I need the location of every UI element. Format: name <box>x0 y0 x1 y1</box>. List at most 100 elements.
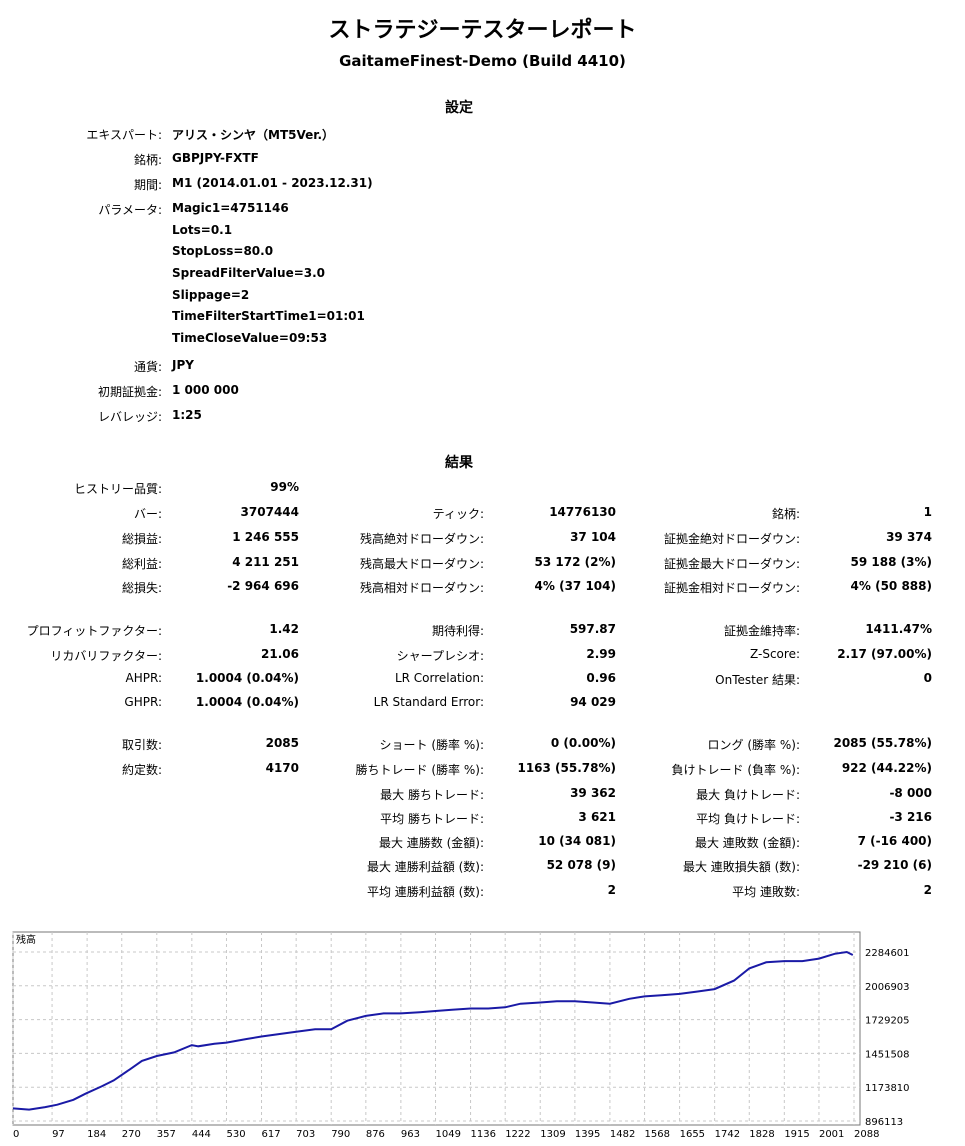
result-label-col3: 平均 連敗数: <box>732 885 800 899</box>
balance-chart: 0 97 184 270 357 444 530 617 703 790 876 963 1049 113… <box>12 928 965 1146</box>
chart-x-tick-label: 1828 <box>749 1129 774 1140</box>
param-item: SpreadFilterValue=3.0 <box>172 266 326 280</box>
expert-label: エキスパート: <box>86 128 162 142</box>
result-value-col2: 94 029 <box>570 695 616 709</box>
chart-x-tick-label: 703 <box>296 1129 315 1140</box>
result-value-col1: 1.0004 (0.04%) <box>195 671 299 685</box>
result-value-col3: 4% (50 888) <box>850 579 932 593</box>
result-value-col2: 4% (37 104) <box>534 579 616 593</box>
result-value-col1: -2 964 696 <box>227 579 299 593</box>
chart-y-tick-label: 896113 <box>865 1117 903 1128</box>
result-label-col3: ロング (勝率 %): <box>707 738 800 752</box>
result-value-col1: 3707444 <box>240 505 299 519</box>
result-value-col2: 0 (0.00%) <box>550 736 616 750</box>
result-value-col3: -8 000 <box>889 786 932 800</box>
param-item: TimeFilterStartTime1=01:01 <box>172 309 365 323</box>
chart-x-tick-label: 184 <box>87 1129 106 1140</box>
chart-x-tick-label: 1568 <box>645 1129 670 1140</box>
param-item: Magic1=4751146 <box>172 201 289 215</box>
param-item: TimeCloseValue=09:53 <box>172 331 328 345</box>
result-label-col2: シャープレシオ: <box>396 649 484 663</box>
report-title: ストラテジーテスターレポート <box>328 18 637 43</box>
result-value-col2: 597.87 <box>569 622 616 636</box>
chart-y-tick-label: 2006903 <box>865 982 910 993</box>
result-label-col3: 平均 負けトレード: <box>696 812 800 826</box>
chart-x-tick-label: 790 <box>331 1129 350 1140</box>
period-value: M1 (2014.01.01 - 2023.12.31) <box>172 176 373 190</box>
params-label: パラメータ: <box>98 203 162 217</box>
result-label-col1: 約定数: <box>121 763 162 777</box>
symbol-label: 銘柄: <box>133 153 162 167</box>
result-value-col3: 0 <box>923 671 932 685</box>
result-label-col1: 総損益: <box>121 532 162 546</box>
chart-x-tick-label: 1742 <box>715 1129 740 1140</box>
chart-x-tick-label: 0 <box>13 1129 19 1140</box>
deposit-value: 1 000 000 <box>172 383 239 397</box>
result-label-col2: 期待利得: <box>431 624 484 638</box>
result-label-col1: GHPR: <box>124 695 162 709</box>
chart-x-tick-label: 1222 <box>505 1129 530 1140</box>
chart-x-tick-label: 444 <box>192 1129 211 1140</box>
result-value-col1: 1 246 555 <box>232 530 299 544</box>
result-value-col3: 2085 (55.78%) <box>833 736 932 750</box>
chart-x-tick-label: 617 <box>262 1129 281 1140</box>
param-item: Slippage=2 <box>172 288 250 302</box>
result-value-col2: 53 172 (2%) <box>534 555 616 569</box>
result-label-col3: 最大 連敗数 (金額): <box>694 836 800 850</box>
result-value-col1: 4 211 251 <box>232 555 299 569</box>
settings-section-title: 設定 <box>445 100 473 116</box>
result-value-col2: 2 <box>607 883 616 897</box>
result-label-col3: 証拠金絶対ドローダウン: <box>663 532 800 546</box>
result-label-col1: 総利益: <box>121 557 162 571</box>
symbol-value: GBPJPY-FXTF <box>172 151 259 165</box>
result-value-col2: 1163 (55.78%) <box>517 761 616 775</box>
chart-x-tick-label: 1915 <box>784 1129 809 1140</box>
result-value-col1: 99% <box>270 480 299 494</box>
result-value-col1: 1.0004 (0.04%) <box>195 695 299 709</box>
result-value-col3: 1411.47% <box>865 622 932 636</box>
chart-plot-area <box>12 931 861 1126</box>
chart-x-tick-label: 1136 <box>471 1129 496 1140</box>
result-label-col2: 最大 勝ちトレード: <box>380 788 484 802</box>
param-item: StopLoss=80.0 <box>172 244 274 258</box>
leverage-label: レバレッジ: <box>97 410 162 424</box>
result-label-col3: 証拠金相対ドローダウン: <box>663 581 800 595</box>
result-label-col1: バー: <box>133 507 162 521</box>
result-label-col3: 最大 負けトレード: <box>696 788 800 802</box>
result-label-col2: 平均 勝ちトレード: <box>380 812 484 826</box>
result-value-col2: 2.99 <box>586 647 616 661</box>
result-value-col2: 52 078 (9) <box>546 858 616 872</box>
chart-y-tick-label: 1173810 <box>865 1083 910 1094</box>
result-value-col3: 39 374 <box>886 530 932 544</box>
result-value-col3: -29 210 (6) <box>857 858 932 872</box>
result-value-col2: 0.96 <box>586 671 616 685</box>
result-value-col2: 14776130 <box>549 505 616 519</box>
result-value-col2: 10 (34 081) <box>538 834 616 848</box>
chart-title: 残高 <box>16 933 36 946</box>
deposit-label: 初期証拠金: <box>97 385 162 399</box>
period-label: 期間: <box>133 178 162 192</box>
result-label-col2: 最大 連勝数 (金額): <box>378 836 484 850</box>
result-value-col1: 2085 <box>265 736 299 750</box>
result-label-col1: リカバリファクター: <box>50 649 162 663</box>
result-value-col3: 2.17 (97.00%) <box>837 647 932 661</box>
chart-x-tick-label: 876 <box>366 1129 385 1140</box>
result-label-col2: LR Standard Error: <box>373 695 484 709</box>
chart-x-tick-label: 2001 <box>819 1129 844 1140</box>
result-value-col1: 4170 <box>265 761 299 775</box>
result-label-col1: ヒストリー品質: <box>73 482 162 496</box>
result-label-col3: 証拠金最大ドローダウン: <box>663 557 800 571</box>
result-label-col2: ティック: <box>432 507 484 521</box>
result-label-col2: 残高絶対ドローダウン: <box>359 532 484 546</box>
chart-y-tick-label: 2284601 <box>865 948 910 959</box>
result-label-col3: Z-Score: <box>750 647 800 661</box>
expert-value: アリス・シンヤ（MT5Ver.） <box>172 128 335 142</box>
result-label-col3: 証拠金維持率: <box>723 624 800 638</box>
result-label-col3: 銘柄: <box>771 507 800 521</box>
result-value-col2: 3 621 <box>578 810 616 824</box>
chart-y-tick-label: 1729205 <box>865 1016 910 1027</box>
chart-x-tick-label: 530 <box>226 1129 245 1140</box>
chart-x-tick-label: 357 <box>157 1129 176 1140</box>
result-value-col3: 59 188 (3%) <box>850 555 932 569</box>
result-value-col3: 7 (-16 400) <box>857 834 932 848</box>
